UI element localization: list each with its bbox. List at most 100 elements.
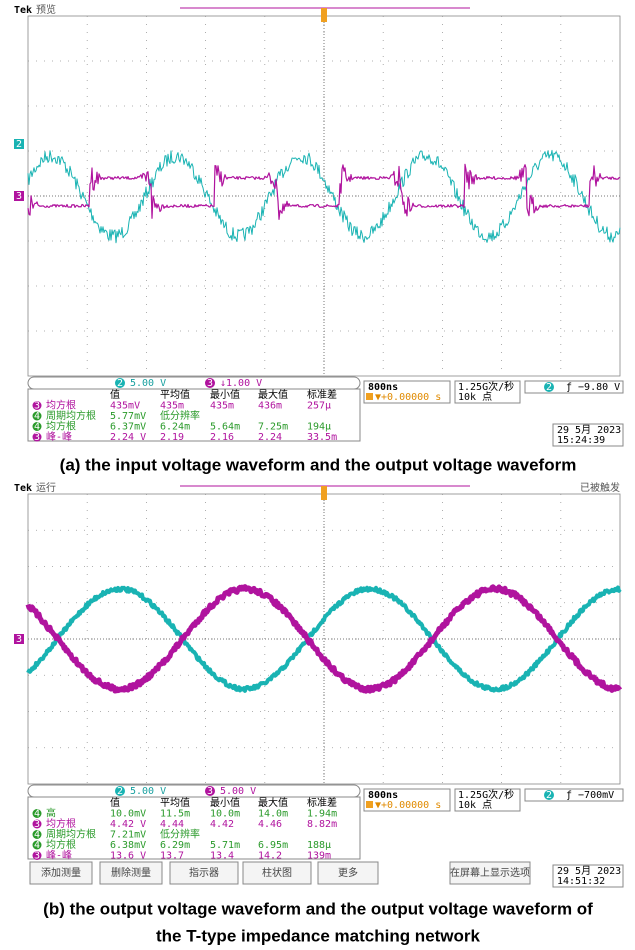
- channel-badge-label: 3: [207, 786, 213, 797]
- meas-header: 最大值: [258, 796, 288, 809]
- channel-badge-label: 4: [34, 422, 40, 433]
- softkey-label: 在屏幕上显示选项: [450, 866, 530, 879]
- meas-header: 值: [110, 388, 120, 401]
- channel-badge-label: 2: [546, 382, 552, 393]
- meas-value: 257µ: [307, 401, 331, 412]
- caption: (b) the output voltage waveform and the …: [43, 899, 593, 918]
- scale-value: 5.00 V: [130, 786, 166, 797]
- meas-label: 高: [46, 807, 56, 820]
- position: ▼+0.00000 s: [375, 392, 441, 403]
- channel-badge-label: 2: [117, 378, 123, 389]
- meas-label: 均方根: [46, 420, 76, 433]
- channel-badge-label: 3: [34, 432, 40, 443]
- trigger-pos-marker: [321, 8, 327, 22]
- trigger-pos-marker: [321, 486, 327, 500]
- meas-value: 4.46: [258, 819, 282, 830]
- t-icon: [366, 801, 373, 808]
- points: 10k 点: [458, 391, 492, 403]
- scale-bar: [28, 785, 360, 797]
- channel-badge-label: 3: [207, 378, 213, 389]
- meas-value: 435m: [210, 401, 234, 412]
- channel-marker-label: 2: [16, 139, 22, 150]
- trigger-status: 已被触发: [580, 481, 620, 494]
- time: 14:51:32: [557, 876, 605, 887]
- status: 预览: [36, 3, 56, 16]
- scale-value: 5.00 V: [130, 378, 166, 389]
- meas-value: 2.24 V: [110, 432, 146, 443]
- softkey-label: 更多: [338, 866, 358, 879]
- meas-value: 低分辨率: [160, 409, 200, 422]
- channel-badge-label: 4: [34, 809, 40, 820]
- scale-value: 5.00 V: [220, 786, 256, 797]
- meas-value: 33.5m: [307, 432, 337, 443]
- meas-value: 4.42 V: [110, 819, 146, 830]
- caption: (a) the input voltage waveform and the o…: [60, 455, 577, 474]
- meas-value: 6.38mV: [110, 840, 146, 851]
- status: 运行: [36, 481, 56, 494]
- channel-marker-label: 3: [16, 634, 22, 645]
- meas-label: 周期均方根: [46, 828, 96, 841]
- meas-value: 5.64m: [210, 422, 240, 433]
- meas-header: 值: [110, 796, 120, 809]
- meas-value: 194µ: [307, 422, 331, 433]
- meas-value: 7.21mV: [110, 830, 146, 841]
- brand: Tek: [14, 5, 32, 16]
- meas-value: 435m: [160, 401, 184, 412]
- softkey-label: 指示器: [189, 866, 219, 879]
- meas-value: 10.0mV: [110, 809, 146, 820]
- meas-value: 13.4: [210, 851, 234, 862]
- softkey-label: 添加测量: [41, 866, 81, 879]
- trigger-level: ƒ −9.80 V: [566, 382, 620, 393]
- meas-value: 14.2: [258, 851, 282, 862]
- meas-header: 标准差: [307, 388, 337, 401]
- meas-value: 8.82m: [307, 819, 337, 830]
- trigger-level: ƒ −700mV: [566, 790, 614, 801]
- meas-value: 436m: [258, 401, 282, 412]
- meas-value: 4.44: [160, 819, 184, 830]
- meas-label: 峰-峰: [46, 431, 72, 443]
- channel-badge-label: 3: [34, 401, 40, 412]
- meas-value: 2.24: [258, 432, 282, 443]
- meas-value: 2.19: [160, 432, 184, 443]
- meas-value: 6.95m: [258, 840, 288, 851]
- meas-header: 最小值: [210, 796, 240, 809]
- meas-value: 188µ: [307, 840, 331, 851]
- position: ▼+0.00000 s: [375, 800, 441, 811]
- meas-value: 13.7: [160, 851, 184, 862]
- meas-value: 13.6 V: [110, 851, 146, 862]
- meas-value: 435mV: [110, 401, 140, 412]
- channel-badge-label: 2: [546, 790, 552, 801]
- meas-label: 周期均方根: [46, 409, 96, 422]
- meas-label: 均方根: [46, 399, 76, 412]
- softkey-label: 删除测量: [111, 866, 151, 879]
- channel-badge-label: 2: [117, 786, 123, 797]
- scale-value: ↓1.00 V: [220, 378, 262, 389]
- scale-bar: [28, 377, 360, 389]
- channel-badge-label: 4: [34, 830, 40, 841]
- page: (a) the input voltage waveform and the o…: [0, 0, 635, 950]
- time: 15:24:39: [557, 435, 605, 446]
- t-icon: [366, 393, 373, 400]
- channel-badge-label: 3: [34, 819, 40, 830]
- meas-label: 均方根: [46, 838, 76, 851]
- meas-header: 最小值: [210, 388, 240, 401]
- meas-value: 139m: [307, 851, 331, 862]
- meas-value: 低分辨率: [160, 828, 200, 841]
- meas-label: 均方根: [46, 817, 76, 830]
- caption: the T-type impedance matching network: [156, 926, 481, 945]
- meas-value: 6.29m: [160, 840, 190, 851]
- meas-value: 10.0m: [210, 809, 240, 820]
- meas-header: 标准差: [307, 796, 337, 809]
- meas-value: 6.37mV: [110, 422, 146, 433]
- meas-value: 1.94m: [307, 809, 337, 820]
- meas-value: 5.77mV: [110, 411, 146, 422]
- channel-marker-label: 3: [16, 191, 22, 202]
- meas-header: 平均值: [160, 388, 190, 401]
- channel-badge-label: 4: [34, 840, 40, 851]
- meas-value: 5.71m: [210, 840, 240, 851]
- meas-value: 7.25m: [258, 422, 288, 433]
- meas-header: 平均值: [160, 796, 190, 809]
- meas-header: 最大值: [258, 388, 288, 401]
- meas-value: 4.42: [210, 819, 234, 830]
- points: 10k 点: [458, 799, 492, 811]
